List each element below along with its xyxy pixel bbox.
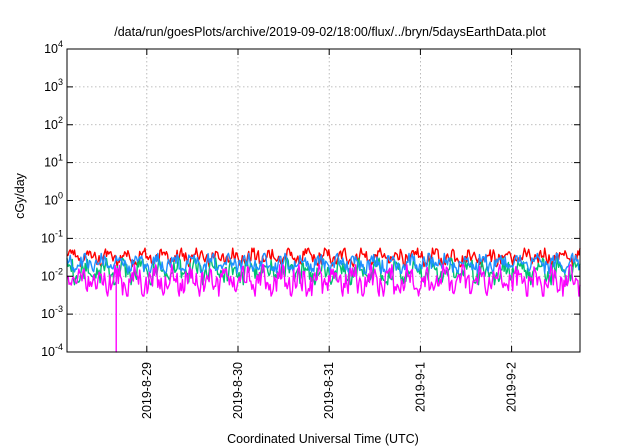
- series-line: [66, 252, 581, 274]
- x-tick-label: 2019-8-29: [140, 362, 154, 419]
- y-axis: 10-4 10-3 10-2 10-1 100 101 102 103 104: [41, 39, 580, 359]
- y-tick-label: 10-4: [41, 342, 63, 359]
- y-tick-label: 102: [44, 115, 63, 132]
- y-tick-label: 101: [44, 153, 63, 170]
- x-tick-label: 2019-8-30: [231, 362, 245, 419]
- chart-title: /data/run/goesPlots/archive/2019-09-02/1…: [114, 25, 546, 39]
- x-tick-label: 2019-8-31: [322, 362, 336, 419]
- y-tick-label: 104: [44, 39, 63, 56]
- x-tick-label: 2019-9-1: [413, 362, 427, 412]
- y-axis-label: cGy/day: [13, 172, 27, 219]
- y-tick-label: 10-3: [41, 304, 63, 321]
- y-tick-label: 10-1: [41, 228, 63, 245]
- y-tick-label: 100: [44, 191, 63, 208]
- x-axis-label: Coordinated Universal Time (UTC): [227, 432, 419, 446]
- plot-area: [66, 247, 581, 353]
- y-tick-label: 10-2: [41, 266, 63, 283]
- grid-lines: [67, 48, 580, 353]
- series-line: [66, 264, 581, 353]
- y-tick-label: 103: [44, 77, 63, 94]
- x-axis: 2019-8-29 2019-8-30 2019-8-31 2019-9-1 2019-…: [140, 49, 519, 419]
- x-tick-label: 2019-9-2: [505, 362, 519, 412]
